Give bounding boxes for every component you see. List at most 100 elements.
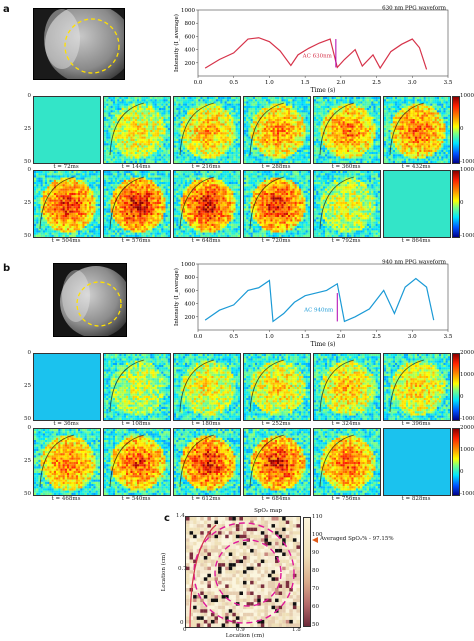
map630-frame-time-label: t = 432ms bbox=[401, 164, 431, 170]
map630-colorbar-tick: 1000 bbox=[460, 167, 474, 173]
spo2-xtick-0: 0 bbox=[183, 627, 187, 633]
spo2-colorbar bbox=[303, 517, 311, 627]
spo2-ytick-0: 1.4 bbox=[176, 513, 185, 519]
map630-frame-time-label: t = 360ms bbox=[331, 164, 361, 170]
ppg940-plot-frame bbox=[197, 263, 449, 331]
map630-heatmap-frame bbox=[173, 96, 241, 164]
map630-colorbar-tick: -1000 bbox=[460, 159, 474, 165]
ppg940-xtick-label: 3.0 bbox=[408, 334, 417, 340]
spo2-colorbar-tick: 110 bbox=[312, 514, 323, 520]
spo2-map bbox=[185, 516, 301, 628]
map940-frame-time-label: t = 180ms bbox=[191, 421, 221, 427]
map630-map-ytick: 0 bbox=[27, 93, 32, 99]
ppg940-ac-label: AC 940nm bbox=[303, 308, 334, 314]
spo2-map-title: SpO₂ map bbox=[254, 508, 282, 514]
map940-heatmap-frame bbox=[33, 428, 101, 496]
spo2-annotation: Averaged SpO₂% - 97.15% bbox=[320, 536, 394, 542]
map940-frame-time-label: t = 108ms bbox=[121, 421, 151, 427]
map940-frame-time-label: t = 36ms bbox=[53, 421, 79, 427]
map630-map-ytick: 0 bbox=[27, 167, 32, 173]
ppg630-title: 630 nm PPG waveform bbox=[382, 6, 447, 12]
map940-frame-time-label: t = 828ms bbox=[401, 496, 431, 502]
map630-heatmap-frame bbox=[103, 170, 171, 238]
ppg-chart-940: 200 400 600 800 1000 0.0 0.5 1.0 1.5 2.0 2.5 3.0 3.5… bbox=[160, 258, 460, 350]
map630-colorbar-tick: 0 bbox=[460, 200, 464, 206]
map630-heatmap-frame bbox=[243, 96, 311, 164]
map630-frame-time-label: t = 144ms bbox=[121, 164, 151, 170]
ppg630-xtick-label: 1.5 bbox=[301, 80, 310, 86]
ppg940-ytick-label: 800 bbox=[185, 275, 196, 281]
map940-colorbar bbox=[452, 428, 460, 496]
panel-c-letter: c bbox=[164, 513, 170, 524]
map940-heatmap-frame bbox=[243, 428, 311, 496]
map630-frame-time-label: t = 72ms bbox=[53, 164, 79, 170]
map940-colorbar bbox=[452, 353, 460, 421]
map630-heatmap-frame bbox=[383, 170, 451, 238]
map630-frame-time-label: t = 288ms bbox=[261, 164, 291, 170]
ppg630-ytick-label: 1000 bbox=[181, 8, 195, 14]
map940-frame-time-label: t = 468ms bbox=[51, 496, 81, 502]
ppg630-ytick-label: 200 bbox=[185, 61, 196, 67]
map940-colorbar-tick: 2000 bbox=[460, 425, 474, 431]
ppg940-xtick-label: 2.0 bbox=[336, 334, 345, 340]
map940-heatmap-frame bbox=[383, 428, 451, 496]
map940-colorbar-tick: 2000 bbox=[460, 350, 474, 356]
map940-heatmap-frame bbox=[313, 428, 381, 496]
map940-map-ytick: 0 bbox=[27, 425, 32, 431]
map940-heatmap-frame bbox=[103, 353, 171, 421]
ppg940-xtick-label: 0.0 bbox=[194, 334, 203, 340]
map630-map-ytick: 25 bbox=[24, 126, 31, 132]
ppg630-ytick-label: 600 bbox=[185, 34, 196, 40]
map940-heatmap-frame bbox=[103, 428, 171, 496]
ppg630-ytick-label: 800 bbox=[185, 21, 196, 27]
ppg630-xtick-label: 0.0 bbox=[194, 80, 203, 86]
map630-heatmap-frame bbox=[313, 96, 381, 164]
map630-heatmap-frame bbox=[33, 170, 101, 238]
map940-frame-time-label: t = 396ms bbox=[401, 421, 431, 427]
map940-frame-time-label: t = 756ms bbox=[331, 496, 361, 502]
map630-colorbar-tick: -1000 bbox=[460, 233, 474, 239]
spo2-inner-circle bbox=[214, 539, 282, 607]
spo2-colorbar-tick: 80 bbox=[312, 568, 319, 574]
map630-heatmap-frame bbox=[243, 170, 311, 238]
map940-frame-time-label: t = 612ms bbox=[191, 496, 221, 502]
map940-colorbar-tick: 1000 bbox=[460, 447, 474, 453]
map940-map-ytick: 25 bbox=[24, 458, 31, 464]
ppg630-ac-label: AC 630nm bbox=[302, 54, 333, 60]
ppg630-plot-frame bbox=[197, 9, 449, 77]
spo2-colorbar-tick: 50 bbox=[312, 622, 319, 628]
map630-frame-time-label: t = 720ms bbox=[261, 238, 291, 244]
ppg940-ytick-label: 400 bbox=[185, 302, 196, 308]
map940-colorbar-tick: 1000 bbox=[460, 372, 474, 378]
map940-map-ytick: 50 bbox=[24, 416, 31, 422]
map940-map-ytick: 0 bbox=[27, 350, 32, 356]
map940-heatmap-frame bbox=[173, 428, 241, 496]
map630-heatmap-frame bbox=[313, 170, 381, 238]
spo2-xtick-2: 1.8 bbox=[292, 627, 301, 633]
map630-frame-time-label: t = 576ms bbox=[121, 238, 151, 244]
map630-heatmap-frame bbox=[33, 96, 101, 164]
ppg940-xtick-label: 2.5 bbox=[372, 334, 381, 340]
spo2-boundary-curve bbox=[189, 524, 217, 627]
ppg940-ylabel: Intensity (I_average) bbox=[173, 268, 180, 326]
map630-colorbar bbox=[452, 170, 460, 238]
ppg630-xtick-label: 1.0 bbox=[265, 80, 274, 86]
map630-colorbar-tick: 1000 bbox=[460, 93, 474, 99]
ppg630-xtick-label: 2.0 bbox=[336, 80, 345, 86]
map630-map-ytick: 50 bbox=[24, 159, 31, 165]
map630-frame-time-label: t = 864ms bbox=[401, 238, 431, 244]
spo2-xtick-1: 0.9 bbox=[236, 627, 245, 633]
ppg940-title: 940 nm PPG waveform bbox=[382, 260, 447, 266]
map630-heatmap-frame bbox=[383, 96, 451, 164]
map940-heatmap-frame bbox=[243, 353, 311, 421]
spo2-colorbar-tick: 70 bbox=[312, 586, 319, 592]
ppg630-xtick-label: 3.0 bbox=[408, 80, 417, 86]
ppg630-xtick-label: 3.5 bbox=[444, 80, 453, 86]
map630-map-ytick: 25 bbox=[24, 200, 31, 206]
map940-colorbar-tick: 0 bbox=[460, 469, 464, 475]
map630-frame-time-label: t = 792ms bbox=[331, 238, 361, 244]
map940-heatmap-frame bbox=[33, 353, 101, 421]
sem-image-a bbox=[33, 8, 125, 80]
map630-map-ytick: 50 bbox=[24, 233, 31, 239]
map940-heatmap-frame bbox=[173, 353, 241, 421]
